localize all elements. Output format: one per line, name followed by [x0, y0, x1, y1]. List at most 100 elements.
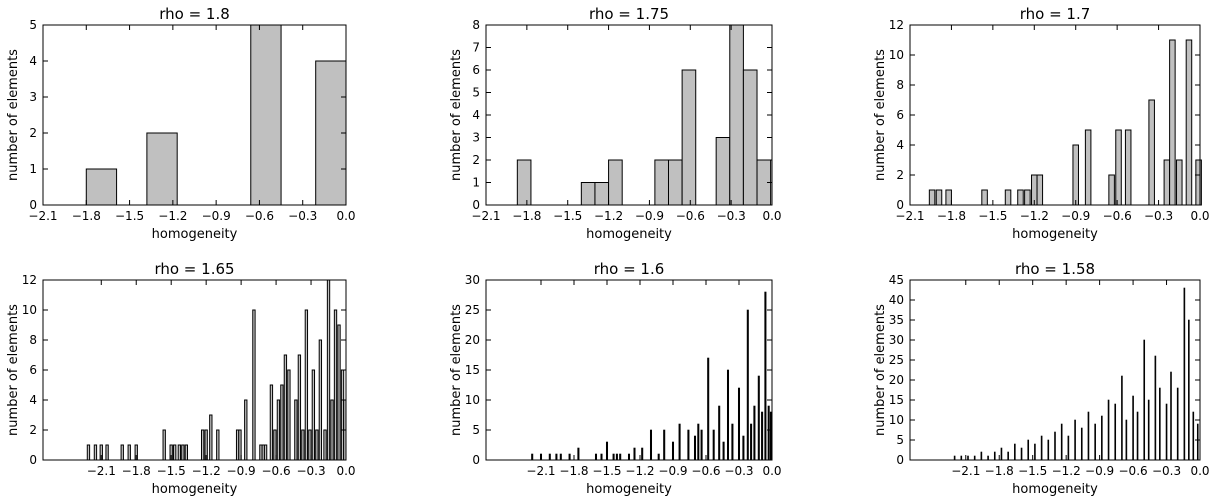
histogram-bar: [1154, 355, 1157, 461]
histogram-bar: [718, 405, 721, 461]
x-tick-label: −1.5: [115, 209, 144, 223]
axes-frame: [909, 24, 1201, 206]
histogram-bar: [330, 399, 334, 461]
y-tick-label: 2: [896, 168, 904, 182]
histogram-bar: [315, 60, 347, 206]
y-axis-label: number of elements: [449, 304, 464, 436]
histogram-bar: [1185, 39, 1193, 206]
histogram-bar: [1163, 159, 1171, 206]
x-tick-label: −1.2: [625, 464, 654, 478]
histogram-bar: [216, 429, 220, 461]
histogram-bar: [580, 182, 596, 206]
y-tick-label: 0: [29, 453, 37, 467]
y-tick-label: 1: [29, 162, 37, 176]
y-axis-label: number of elements: [6, 49, 21, 181]
histogram-bar: [263, 444, 268, 461]
x-tick-label: −0.3: [1152, 464, 1181, 478]
histogram-bar: [105, 444, 109, 461]
x-tick-label: −0.3: [288, 209, 317, 223]
histogram-bar: [769, 411, 772, 461]
chart-title: rho = 1.65: [154, 260, 234, 278]
y-tick-label: 20: [889, 373, 904, 387]
y-tick-label: 12: [22, 273, 37, 287]
histogram-bar: [764, 291, 767, 461]
histogram-bar: [337, 324, 341, 461]
x-tick-label: −0.3: [296, 464, 325, 478]
histogram-bar: [953, 455, 956, 461]
x-tick-label: −1.5: [157, 464, 186, 478]
axes-frame: [485, 279, 773, 461]
x-tick-label: −0.3: [724, 464, 753, 478]
histogram-bar: [173, 444, 177, 461]
histogram-bar: [1165, 403, 1168, 461]
x-tick-label: −0.9: [635, 209, 664, 223]
chart-title: rho = 1.7: [1020, 5, 1091, 23]
x-tick-label: −1.5: [978, 209, 1007, 223]
histogram-bar: [980, 451, 983, 461]
y-tick-label: 6: [896, 108, 904, 122]
chart-title: rho = 1.75: [589, 5, 669, 23]
x-tick-label: −1.5: [553, 209, 582, 223]
y-tick-label: 45: [889, 273, 904, 287]
y-tick-label: 5: [472, 423, 480, 437]
histogram-bar: [707, 357, 710, 461]
histogram-bar: [1188, 319, 1190, 461]
histogram-bar: [209, 414, 213, 461]
histogram-bar: [162, 429, 166, 461]
histogram-bar: [1060, 423, 1063, 461]
y-tick-label: 8: [29, 333, 37, 347]
x-tick-label: 0.0: [762, 209, 781, 223]
histogram-bar: [1014, 443, 1016, 461]
y-tick-label: 7: [472, 41, 480, 55]
y-tick-label: 1: [472, 176, 480, 190]
y-tick-label: 25: [465, 303, 480, 317]
histogram-bar: [1183, 287, 1186, 461]
histogram-bar: [633, 447, 636, 461]
histogram-bar: [1169, 39, 1176, 206]
x-tick-label: −0.9: [202, 209, 231, 223]
histogram-bar: [1036, 174, 1044, 206]
histogram-bar: [1136, 411, 1139, 461]
y-tick-label: 15: [465, 363, 480, 377]
histogram-bar: [1143, 339, 1146, 461]
y-tick-label: 5: [896, 433, 904, 447]
x-tick-label: −1.8: [937, 209, 966, 223]
histogram-bar: [1192, 411, 1195, 461]
histogram-bar: [1000, 447, 1003, 461]
histogram-bar: [973, 455, 976, 461]
histogram-bar: [615, 453, 618, 461]
y-tick-label: 40: [889, 293, 904, 307]
x-tick-label: −1.8: [512, 209, 541, 223]
histogram-panel-4: −2.1 −1.8 −1.5 −1.2 −0.9 −0.6 −0.3 0.0 0 2 4 6 8 10 12…: [6, 260, 356, 497]
histogram-bar: [301, 429, 305, 461]
histogram-bar: [928, 189, 936, 206]
x-axis-label: homogeneity: [152, 482, 238, 497]
histogram-bar: [612, 453, 615, 461]
axes-frame: [42, 24, 347, 206]
y-axis-label: number of elements: [449, 49, 464, 181]
x-tick-label: −1.8: [985, 464, 1014, 478]
histogram-bar: [287, 369, 291, 461]
histogram-bar: [1047, 439, 1050, 461]
histogram-bar: [1176, 387, 1179, 461]
axes-frame: [909, 279, 1201, 461]
histogram-bar: [181, 444, 185, 461]
histogram-bar: [548, 453, 551, 461]
y-tick-label: 6: [29, 363, 37, 377]
x-tick-label: 0.0: [762, 464, 781, 478]
histogram-bar: [729, 24, 744, 206]
y-tick-label: 8: [896, 78, 904, 92]
histogram-bar: [697, 423, 700, 461]
histogram-bar: [654, 159, 669, 206]
histogram-bar: [693, 435, 697, 461]
x-axis-label: homogeneity: [152, 227, 238, 242]
histogram-bar: [531, 453, 534, 461]
y-tick-label: 0: [896, 453, 904, 467]
histogram-panel-2: −2.1 −1.8 −1.5 −1.2 −0.9 −0.6 −0.3 0.0 0 1 2 3 4 5 6 7 8…: [449, 5, 782, 242]
histogram-bar: [1195, 159, 1202, 206]
histogram-bar: [1072, 144, 1079, 206]
histogram-bar: [757, 375, 760, 461]
histogram-bar: [663, 429, 666, 461]
histogram-bar: [1176, 159, 1183, 206]
histogram-bar: [767, 405, 770, 461]
